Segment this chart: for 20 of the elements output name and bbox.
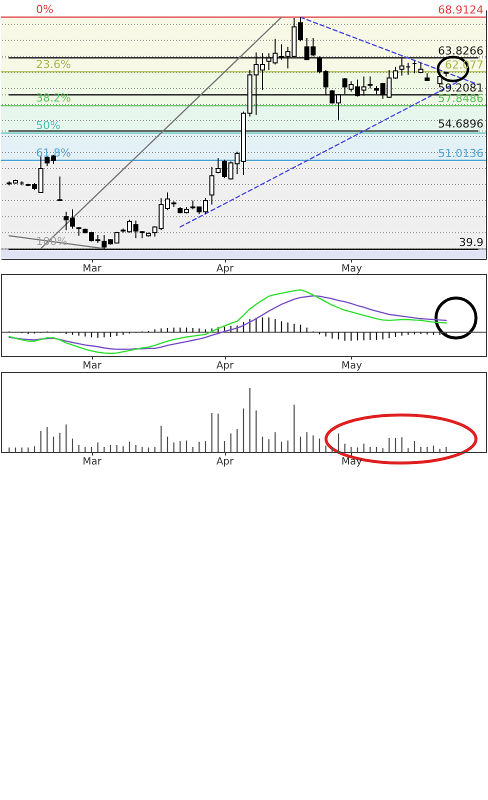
x-tick-label: Apr [216, 456, 235, 468]
y-tick-label: 68.9124 [438, 4, 484, 17]
x-tick-label: May [341, 360, 362, 372]
y-tick-label: 63.8266 [438, 44, 484, 58]
x-tick-label: Mar [82, 456, 102, 468]
x-tick-label: May [341, 456, 362, 468]
annotation: 23.6% [36, 58, 71, 71]
x-tick-label: Mar [82, 264, 102, 274]
annotation: 0% [36, 3, 54, 16]
x-tick-label: Apr [216, 264, 235, 274]
annotation: 50% [36, 119, 60, 132]
y-tick-label: 51.0136 [438, 146, 484, 160]
y-tick-label: 54.6896 [438, 117, 484, 130]
x-tick-label: Mar [82, 360, 102, 372]
annotation: 61.8% [36, 146, 71, 160]
x-tick-label: May [341, 264, 362, 274]
x-tick-label: Apr [216, 360, 235, 372]
y-tick-label: 57.8486 [438, 92, 484, 106]
y-tick-label: 39.9 [459, 236, 484, 249]
annotation: 38.2% [36, 92, 71, 105]
